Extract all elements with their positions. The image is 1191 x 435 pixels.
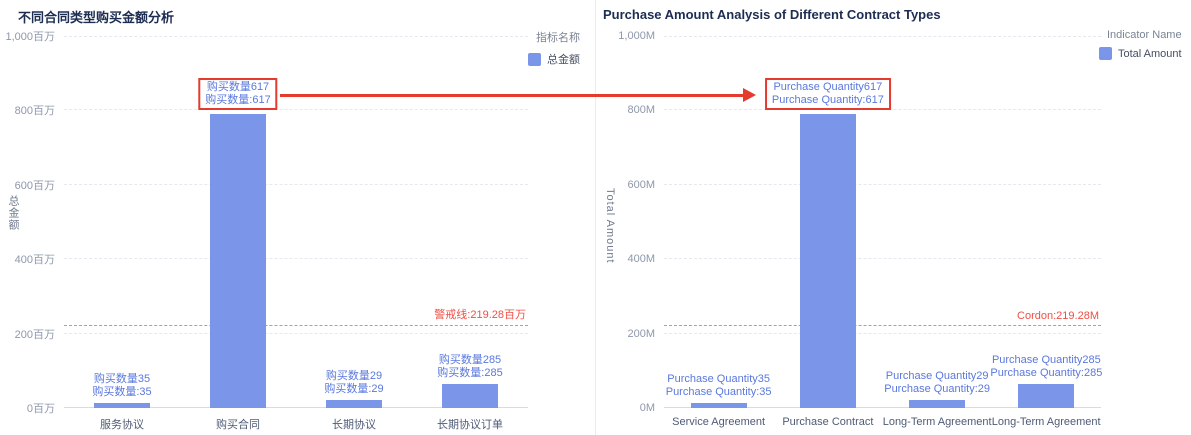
- threshold-line: [664, 325, 1101, 327]
- legend: Indicator Name Total Amount: [1099, 29, 1182, 60]
- bar-label-line1: 购买数量35: [93, 372, 151, 385]
- bar-value-label: 购买数量285 购买数量:285: [437, 354, 502, 380]
- x-axis-label: Long-Term Agreement O...: [991, 416, 1101, 428]
- legend-item[interactable]: 总金额: [528, 51, 580, 67]
- x-axis-labels: 服务协议 购买合同 长期协议 长期协议订单: [64, 416, 528, 432]
- bar-value-label: Purchase Quantity285 Purchase Quantity:2…: [990, 354, 1102, 380]
- plot-area: 1,000M 800M 600M 400M 200M 0M Cordon:219…: [618, 30, 1102, 414]
- bar[interactable]: [690, 402, 747, 408]
- x-axis-line: [64, 407, 528, 408]
- bar[interactable]: [210, 114, 266, 408]
- legend-label: Total Amount: [1118, 47, 1182, 60]
- threshold-line: [64, 325, 528, 327]
- highlight-box: Purchase Quantity617 Purchase Quantity:6…: [764, 78, 891, 111]
- y-axis-tick: 800百万: [14, 105, 55, 118]
- bar-slot: 购买数量617 购买数量:617: [180, 36, 296, 408]
- chart-title: Purchase Amount Analysis of Different Co…: [603, 7, 941, 22]
- threshold-label: Cordon:219.28M: [1017, 310, 1099, 323]
- x-axis-label: 服务协议: [100, 419, 144, 431]
- bar-label-line2: Purchase Quantity:29: [884, 382, 991, 395]
- y-axis-tick: 600百万: [14, 179, 55, 192]
- y-axis-tick: 800M: [627, 104, 655, 117]
- x-axis-label: 购买合同: [216, 419, 260, 431]
- plot-area: 1,000百万 800百万 600百万 400百万 200百万 0百万 警戒线:…: [5, 31, 528, 415]
- y-axis-title: 总金额: [7, 195, 19, 231]
- bar[interactable]: [94, 402, 150, 408]
- bar-slot: Purchase Quantity617 Purchase Quantity:6…: [764, 36, 891, 408]
- bar-value-label: 购买数量29 购买数量:29: [324, 370, 383, 396]
- y-axis-tick: 200M: [627, 327, 655, 340]
- gridline: [664, 258, 1101, 260]
- bar-label-line2: Purchase Quantity:617: [771, 94, 884, 107]
- gridline: [64, 332, 528, 334]
- bar[interactable]: [442, 383, 498, 408]
- bar-label-line1: Purchase Quantity617: [773, 81, 883, 94]
- bar-label-line1: 购买数量617: [206, 81, 270, 94]
- x-axis-label: Long-Term Agreement: [882, 416, 992, 428]
- gridline: [64, 258, 528, 260]
- y-axis-tick: 1,000M: [618, 30, 655, 42]
- gridline: [64, 183, 528, 185]
- bar-label-line1: Purchase Quantity29: [885, 369, 989, 382]
- threshold-label: 警戒线:219.28百万: [434, 309, 526, 322]
- legend-title: Indicator Name: [1107, 29, 1182, 41]
- legend: 指标名称 总金额: [528, 29, 580, 67]
- legend-item[interactable]: Total Amount: [1099, 47, 1182, 60]
- bar-slot: 购买数量285 购买数量:285: [412, 36, 528, 408]
- bar-label-line1: Purchase Quantity285: [991, 353, 1101, 366]
- bar-label-line2: Purchase Quantity:35: [665, 385, 772, 398]
- bar[interactable]: [326, 399, 382, 408]
- bar-slot: Purchase Quantity35 Purchase Quantity:35: [664, 36, 773, 408]
- bar-value-label: Purchase Quantity29 Purchase Quantity:29: [884, 370, 990, 396]
- bar-label-line2: 购买数量:35: [92, 385, 152, 398]
- bar-slot: 购买数量29 购买数量:29: [296, 36, 412, 408]
- gridline: [64, 109, 528, 111]
- y-axis-tick: 200百万: [14, 328, 55, 341]
- gridline: [64, 36, 528, 37]
- bar-value-label: 购买数量35 购买数量:35: [92, 373, 151, 399]
- y-axis-tick: 0百万: [26, 403, 55, 415]
- y-axis-title: Total Amount: [604, 188, 616, 264]
- legend-swatch-icon: [1099, 47, 1112, 60]
- bar-label-line2: 购买数量:285: [437, 366, 503, 379]
- y-axis-tick: 400百万: [14, 254, 55, 267]
- x-axis-labels: Service Agreement Purchase Contract Long…: [664, 416, 1101, 428]
- bar-slot: 购买数量35 购买数量:35: [64, 36, 180, 408]
- x-axis-label: 长期协议: [332, 419, 376, 431]
- legend-swatch-icon: [528, 52, 541, 66]
- bar-slot: Purchase Quantity29 Purchase Quantity:29: [883, 36, 992, 408]
- y-axis-tick: 600M: [627, 178, 655, 191]
- y-axis-tick: 0M: [639, 402, 655, 414]
- gridline: [664, 183, 1101, 185]
- bar-label-line2: Purchase Quantity:285: [990, 366, 1103, 379]
- gridline: [664, 332, 1101, 334]
- x-axis-label: 长期协议订单: [437, 419, 503, 431]
- bar-slot: Purchase Quantity285 Purchase Quantity:2…: [990, 36, 1102, 408]
- bar-value-label: Purchase Quantity35 Purchase Quantity:35: [666, 373, 772, 399]
- bar-label-line1: 购买数量29: [325, 369, 383, 382]
- bar-label-line2: 购买数量:29: [324, 382, 384, 395]
- chart-panel-english: Purchase Amount Analysis of Different Co…: [596, 0, 1191, 435]
- connector-arrow: [280, 94, 744, 97]
- y-axis-tick: 400M: [627, 253, 655, 266]
- panel-divider: [595, 0, 596, 435]
- bar[interactable]: [799, 114, 856, 408]
- highlight-box: 购买数量617 购买数量:617: [198, 78, 278, 111]
- legend-title: 指标名称: [536, 32, 580, 44]
- x-axis-label: Purchase Contract: [782, 416, 874, 428]
- chart-panel-chinese: 不同合同类型购买金额分析 总金额 1,000百万 800百万 600百万 400…: [0, 0, 595, 435]
- gridline: [664, 36, 1101, 37]
- x-axis-line: [664, 407, 1101, 408]
- y-axis-tick: 1,000百万: [5, 31, 55, 43]
- bar[interactable]: [909, 399, 966, 408]
- bar-label-line1: Purchase Quantity35: [667, 372, 770, 385]
- legend-label: 总金额: [547, 54, 580, 66]
- arrow-head-icon: [743, 88, 756, 102]
- chart-title: 不同合同类型购买金额分析: [18, 10, 175, 25]
- bar[interactable]: [1018, 383, 1075, 408]
- x-axis-label: Service Agreement: [672, 416, 766, 428]
- bar-label-line2: 购买数量:617: [205, 94, 271, 107]
- bar-label-line1: 购买数量285: [438, 353, 502, 366]
